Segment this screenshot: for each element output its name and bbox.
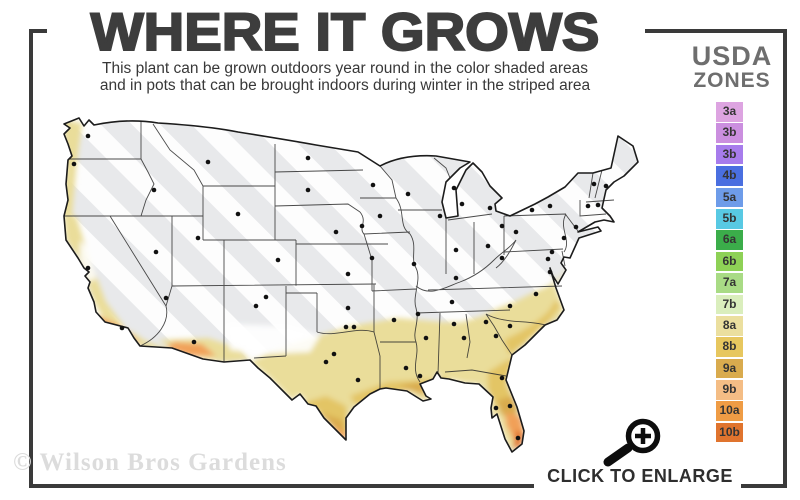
frame-border-bottom xyxy=(741,484,787,488)
watermark: © Wilson Bros Gardens xyxy=(13,449,287,476)
magnifier-plus-icon[interactable] xyxy=(598,416,670,473)
legend-heading-zones: ZONES xyxy=(693,69,771,92)
frame-border-right xyxy=(783,29,787,488)
state-borders xyxy=(64,122,615,389)
page-title: WHERE IT GROWS xyxy=(90,2,601,63)
legend-swatch-10b-15: 10b xyxy=(716,422,743,443)
legend-swatch-9a-12: 9a xyxy=(716,358,743,379)
us-zone-map[interactable] xyxy=(58,110,658,460)
legend-swatch-6a-6: 6a xyxy=(716,230,743,250)
click-to-enlarge-button[interactable]: CLICK TO ENLARGE xyxy=(547,466,733,486)
legend-swatch-5a-4: 5a xyxy=(716,187,743,208)
usda-zone-legend: 3a 3b 3b 4b 5a 5b 6a 6b 7a 7b 8a 8b 9a 9b 10a 10b xyxy=(716,102,743,444)
legend-swatch-8b-11: 8b xyxy=(716,337,743,357)
legend-swatch-5b-5: 5b xyxy=(716,208,743,229)
city-dots xyxy=(71,133,609,441)
legend-swatch-3b-1: 3b xyxy=(716,123,743,143)
frame-border-top xyxy=(645,29,787,33)
us-zone-map-svg xyxy=(63,117,639,453)
legend-swatch-9b-13: 9b xyxy=(716,380,743,400)
subtitle-line-2: and in pots that can be brought indoors … xyxy=(99,77,591,94)
legend-swatch-8a-10: 8a xyxy=(716,315,743,336)
subtitle: This plant can be grown outdoors year ro… xyxy=(0,60,690,94)
legend-swatch-7b-9: 7b xyxy=(716,294,743,315)
legend-swatch-10a-14: 10a xyxy=(716,401,743,422)
legend-swatch-6b-7: 6b xyxy=(716,251,743,272)
frame-border-top xyxy=(29,29,47,33)
us-outline xyxy=(63,117,639,453)
subtitle-line-1: This plant can be grown outdoors year ro… xyxy=(102,60,588,77)
frame-border-left xyxy=(29,29,33,488)
legend-swatch-7a-8: 7a xyxy=(716,273,743,293)
legend-swatch-3b-2: 3b xyxy=(716,144,743,165)
legend-swatch-4b-3: 4b xyxy=(716,166,743,186)
legend-heading: USDA ZONES xyxy=(686,42,778,92)
frame-border-bottom xyxy=(29,484,534,488)
legend-heading-usda: USDA xyxy=(691,41,773,71)
legend-swatch-3a-0: 3a xyxy=(716,102,743,122)
